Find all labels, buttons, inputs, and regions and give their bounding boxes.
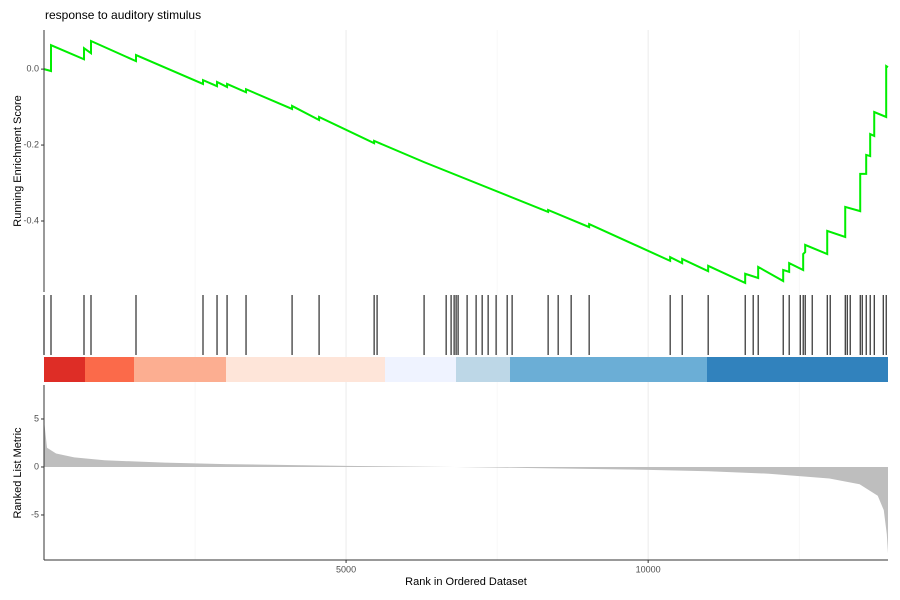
color-band — [707, 357, 888, 382]
score-line — [43, 39, 889, 285]
y-axis-title: Ranked List Metric — [12, 427, 24, 519]
y-tick-label: 0.0 — [26, 63, 39, 73]
x-axis-title: Rank in Ordered Dataset — [405, 576, 527, 588]
color-bar — [44, 357, 888, 382]
y-tick-label: -0.4 — [23, 215, 39, 225]
color-band — [226, 357, 385, 382]
color-band — [385, 357, 456, 382]
color-band — [456, 357, 510, 382]
y-axis-title: Running Enrichment Score — [12, 95, 24, 226]
y-tick-label: -5 — [31, 509, 39, 519]
y-tick-label: 0 — [34, 461, 39, 471]
x-tick-label: 10000 — [636, 564, 661, 574]
color-band — [510, 357, 707, 382]
color-band — [85, 357, 134, 382]
y-tick-label: 5 — [34, 413, 39, 423]
color-band — [134, 357, 226, 382]
x-tick-label: 5000 — [336, 564, 356, 574]
color-band — [44, 357, 85, 382]
chart-title: response to auditory stimulus — [45, 8, 201, 22]
y-tick-label: -0.2 — [23, 139, 39, 149]
